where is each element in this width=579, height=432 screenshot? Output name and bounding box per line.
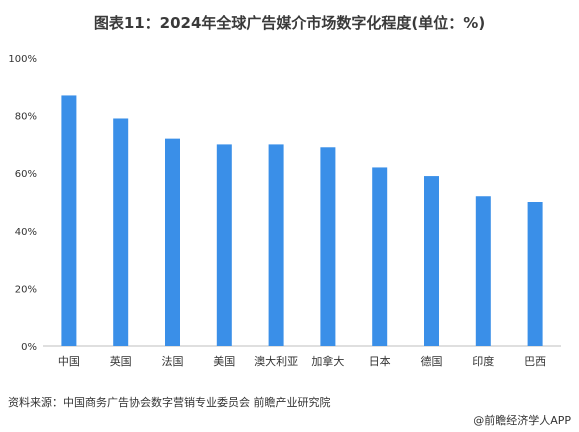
x-tick-label: 加拿大 bbox=[311, 354, 344, 368]
chart-title: 图表11：2024年全球广告媒介市场数字化程度(单位：%) bbox=[93, 14, 486, 32]
x-tick-label: 中国 bbox=[58, 355, 80, 368]
bar bbox=[165, 138, 180, 346]
x-axis-labels: 中国 英国 法国 美国 澳大利亚 加拿大 日本 德国 印度 巴西 bbox=[58, 354, 546, 368]
bar bbox=[216, 144, 232, 346]
x-tick-label: 德国 bbox=[421, 354, 443, 368]
bar bbox=[113, 118, 129, 346]
bar bbox=[424, 176, 439, 346]
bar bbox=[268, 144, 284, 346]
x-tick-label: 美国 bbox=[213, 355, 235, 368]
bar bbox=[61, 95, 77, 346]
x-tick-label: 日本 bbox=[369, 354, 391, 368]
x-tick-label: 印度 bbox=[472, 354, 494, 368]
y-tick-label: 40% bbox=[15, 227, 37, 238]
x-tick-label: 巴西 bbox=[524, 355, 546, 368]
x-tick-label: 英国 bbox=[110, 354, 132, 368]
y-tick-label: 20% bbox=[15, 284, 37, 295]
bar bbox=[527, 202, 543, 346]
bar bbox=[372, 167, 388, 346]
y-tick-label: 60% bbox=[15, 169, 37, 180]
y-tick-label: 100% bbox=[8, 54, 37, 65]
source-note: 资料来源：中国商务广告协会数字营销专业委员会 前瞻产业研究院 bbox=[8, 396, 331, 409]
bars bbox=[61, 95, 543, 346]
y-axis-ticks: 0% 20% 40% 60% 80% 100% bbox=[8, 54, 37, 353]
x-tick-label: 澳大利亚 bbox=[254, 354, 298, 368]
y-tick-label: 0% bbox=[21, 342, 37, 353]
x-tick-label: 法国 bbox=[162, 354, 184, 368]
credit-text: @前瞻经济学人APP bbox=[473, 414, 571, 427]
bar bbox=[475, 196, 491, 346]
bar bbox=[320, 147, 336, 346]
y-tick-label: 80% bbox=[15, 112, 37, 123]
